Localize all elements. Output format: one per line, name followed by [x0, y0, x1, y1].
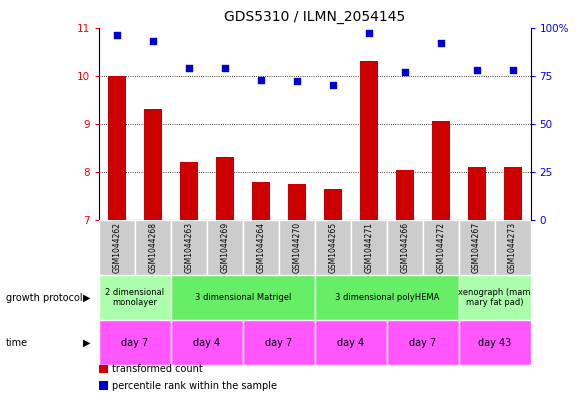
Text: GSM1044271: GSM1044271	[364, 222, 373, 273]
Text: GSM1044267: GSM1044267	[472, 222, 481, 273]
Bar	[423, 220, 459, 275]
Text: 3 dimensional polyHEMA: 3 dimensional polyHEMA	[335, 293, 439, 302]
Bar	[243, 320, 315, 365]
Text: GSM1044264: GSM1044264	[257, 222, 265, 273]
Bar	[315, 220, 351, 275]
Bar	[504, 167, 522, 220]
Text: day 7: day 7	[409, 338, 436, 348]
Point	[220, 65, 230, 71]
Bar	[288, 184, 306, 220]
Bar	[99, 275, 171, 320]
Text: GSM1044273: GSM1044273	[508, 222, 517, 273]
Point	[364, 30, 373, 37]
Point	[328, 82, 338, 88]
Bar	[279, 220, 315, 275]
Text: GSM1044265: GSM1044265	[328, 222, 338, 273]
Bar	[171, 320, 243, 365]
Bar	[180, 162, 198, 220]
Bar	[324, 189, 342, 220]
Title: GDS5310 / ILMN_2054145: GDS5310 / ILMN_2054145	[224, 10, 405, 24]
Bar	[459, 320, 531, 365]
Bar	[396, 169, 414, 220]
Bar	[207, 220, 243, 275]
Bar	[468, 167, 486, 220]
Text: GSM1044270: GSM1044270	[292, 222, 301, 273]
Text: xenograph (mam
mary fat pad): xenograph (mam mary fat pad)	[458, 288, 531, 307]
Bar	[315, 320, 387, 365]
Bar	[252, 182, 270, 220]
Bar	[387, 220, 423, 275]
Text: GSM1044269: GSM1044269	[220, 222, 230, 273]
Text: GSM1044268: GSM1044268	[149, 222, 157, 273]
Text: GSM1044263: GSM1044263	[184, 222, 194, 273]
Bar	[360, 61, 378, 220]
Point	[148, 38, 157, 44]
Bar	[494, 220, 531, 275]
Bar	[171, 275, 315, 320]
Text: 3 dimensional Matrigel: 3 dimensional Matrigel	[195, 293, 291, 302]
Text: ▶: ▶	[83, 338, 90, 348]
Text: day 4: day 4	[337, 338, 364, 348]
Bar	[459, 275, 531, 320]
Point	[256, 76, 265, 83]
Text: GSM1044266: GSM1044266	[400, 222, 409, 273]
Bar	[387, 320, 459, 365]
Point	[472, 67, 481, 73]
Point	[113, 32, 122, 39]
Bar	[108, 75, 126, 220]
Text: day 7: day 7	[121, 338, 149, 348]
Bar	[216, 158, 234, 220]
Text: day 7: day 7	[265, 338, 293, 348]
Point	[184, 65, 194, 71]
Bar	[459, 220, 494, 275]
Bar	[144, 109, 162, 220]
Bar	[135, 220, 171, 275]
Point	[292, 78, 301, 84]
Point	[436, 40, 445, 46]
Text: day 43: day 43	[478, 338, 511, 348]
Text: transformed count: transformed count	[112, 364, 203, 374]
Text: ▶: ▶	[83, 293, 90, 303]
Bar	[171, 220, 207, 275]
Text: day 4: day 4	[194, 338, 220, 348]
Text: percentile rank within the sample: percentile rank within the sample	[112, 380, 277, 391]
Point	[508, 67, 517, 73]
Bar	[99, 220, 135, 275]
Text: growth protocol: growth protocol	[6, 293, 82, 303]
Bar	[315, 275, 459, 320]
Text: GSM1044262: GSM1044262	[113, 222, 122, 273]
Bar	[243, 220, 279, 275]
Point	[400, 69, 409, 75]
Text: 2 dimensional
monolayer: 2 dimensional monolayer	[106, 288, 164, 307]
Bar	[99, 320, 171, 365]
Text: GSM1044272: GSM1044272	[436, 222, 445, 273]
Bar	[351, 220, 387, 275]
Bar	[431, 121, 449, 220]
Text: time: time	[6, 338, 28, 348]
